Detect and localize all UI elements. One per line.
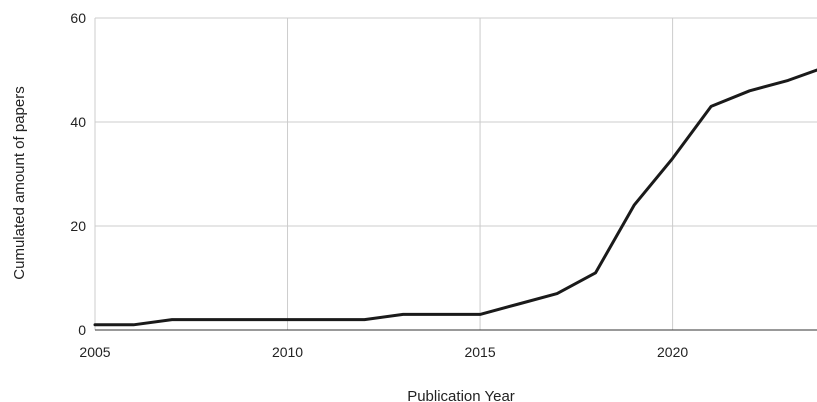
x-tick-2015: 2015 bbox=[464, 344, 495, 360]
x-tick-2010: 2010 bbox=[272, 344, 303, 360]
y-tick-60: 60 bbox=[70, 10, 86, 26]
y-tick-20: 20 bbox=[70, 218, 86, 234]
y-tick-40: 40 bbox=[70, 114, 86, 130]
y-tick-labels: 0 20 40 60 bbox=[70, 10, 86, 338]
x-tick-2020: 2020 bbox=[657, 344, 688, 360]
y-tick-0: 0 bbox=[78, 322, 86, 338]
x-tick-2005: 2005 bbox=[79, 344, 110, 360]
series-line-0 bbox=[93, 68, 817, 327]
y-axis-label: Cumulated amount of papers bbox=[11, 86, 28, 279]
grid-lines bbox=[94, 17, 817, 331]
series-lines bbox=[93, 68, 817, 327]
x-axis-label: Publication Year bbox=[407, 388, 515, 402]
x-tick-labels: 2005 2010 2015 2020 bbox=[79, 344, 688, 360]
